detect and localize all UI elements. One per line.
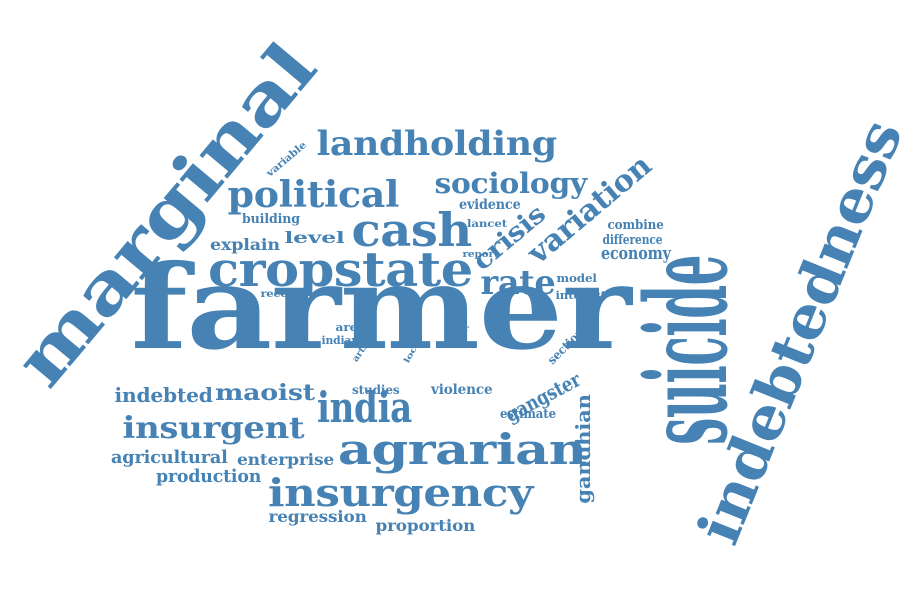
word-gandhian: gandhian [570, 394, 595, 504]
word-studies: studies [352, 382, 400, 397]
word-indebted: indebted [114, 383, 213, 407]
word-difference: difference [601, 233, 662, 248]
word-building: building [241, 212, 300, 227]
word-rate: rate [480, 262, 556, 303]
word-insurgency: insurgency [267, 469, 533, 515]
word-area: area [335, 321, 365, 334]
word-explain: explain [209, 234, 280, 254]
word-indian: indian [321, 334, 359, 347]
word-report: report [461, 249, 499, 260]
word-landholding: landholding [315, 123, 557, 164]
word-violence: violence [430, 381, 493, 398]
word-production: production [155, 465, 261, 487]
word-economy: economy [600, 242, 671, 264]
word-interest: interest [554, 289, 606, 302]
word-suicide: suicide [621, 254, 753, 445]
word-agrarian: agrarian [337, 424, 587, 474]
word-india: india [316, 382, 412, 432]
word-cash: cash [351, 203, 472, 257]
word-level: level [284, 227, 345, 247]
word-estimate: estimate [500, 407, 556, 422]
word-sociology: sociology [433, 167, 587, 200]
word-agricultural: agricultural [110, 446, 228, 468]
word-inter: inter [443, 322, 469, 333]
word-cropstate: cropstate [207, 242, 473, 298]
word-regression: regression [267, 506, 367, 526]
word-enterprise: enterprise [236, 449, 334, 469]
word-farmer: farmer [130, 240, 631, 376]
word-proportion: proportion [374, 515, 475, 535]
word-recent: recent [259, 289, 301, 300]
word-evidence: evidence [458, 196, 521, 213]
word-model: model [555, 272, 597, 285]
word-insurgent: insurgent [122, 411, 304, 446]
word-political: political [227, 173, 399, 216]
word-maoist: maoist [215, 380, 315, 406]
word-lancet: lancet [467, 219, 508, 230]
word-combine: combine [607, 218, 664, 233]
